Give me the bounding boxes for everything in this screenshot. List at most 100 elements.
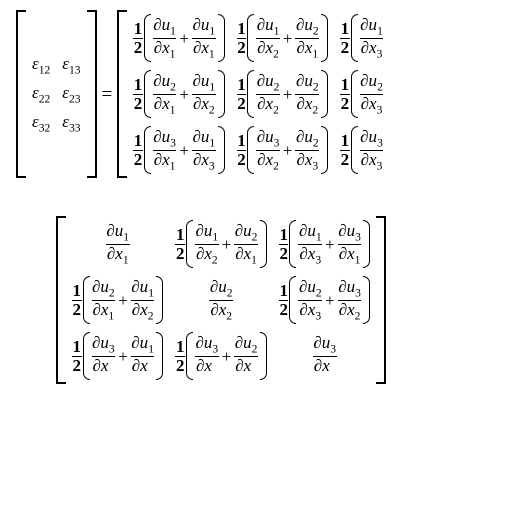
partial-fraction: ∂u1 ∂x2 [131,278,155,322]
matrix-cell: 12 ∂u1 ∂x3 + ∂u3 ∂x1 [273,216,376,272]
one-half: 12 [237,132,247,169]
rhs2-matrix: ∂u1 ∂x1 12 ∂u1 ∂x2 + ∂u2 ∂x1 12 ∂u1 ∂x3 … [66,216,376,384]
one-half: 12 [340,20,350,57]
partial-fraction: ∂u2 ∂x2 [295,72,319,116]
partial-fraction: ∂u2 ∂x3 [360,72,384,116]
one-half: 12 [133,20,143,57]
partial-fraction: ∂u2 ∂x1 [92,278,116,322]
matrix-cell: ∂u2 ∂x2 [169,272,272,328]
rhs1-matrix: 12 ∂u1 ∂x1 + ∂u1 ∂x1 12 ∂u1 ∂x2 + ∂u2 ∂x… [127,10,391,178]
rhs2-bracket-left [56,216,66,384]
matrix-cell: ε32 [26,109,56,138]
one-half: 12 [72,338,82,375]
partial-fraction: ∂u2 ∂x2 [209,278,233,322]
rhs1-bracket-left [117,10,127,178]
one-half: 12 [72,282,82,319]
matrix-cell: ∂u1 ∂x1 [66,216,169,272]
partial-fraction: ∂u3 ∂x2 [256,128,280,172]
lhs-bracket-left [16,10,26,178]
paren-group: ∂u1 ∂x1 + ∂u1 ∂x1 [144,14,225,62]
matrix-cell: ∂u3 ∂x3 [273,328,376,384]
matrix-cell: 12 ∂u3 ∂x2 + ∂u2 ∂x3 [231,122,334,178]
paren-group: ∂u2 ∂x3 + ∂u3 ∂x2 [289,276,370,324]
equals-sign: = [97,85,118,104]
one-half: 12 [279,226,289,263]
matrix-cell: 12 ∂u1 ∂x2 + ∂u2 ∂x1 [231,10,334,66]
one-half: 12 [175,338,185,375]
matrix-cell: 12 ∂u2 ∂x3 [334,66,391,122]
matrix-cell: 12 ∂u3 ∂x3 [334,122,391,178]
equation-block-1: ε12ε13ε22ε23ε32ε33 = 12 ∂u1 ∂x1 + ∂u1 ∂x… [16,10,511,178]
paren-group: ∂u2 ∂x3 [351,70,386,118]
partial-fraction: ∂u2 ∂x1 [234,222,258,266]
matrix-cell: 12 ∂u3 ∂x1 + ∂u1 ∂x3 [66,328,169,384]
epsilon: ε [32,54,39,73]
partial-fraction: ∂u2 ∂x1 [153,72,177,116]
one-half: 12 [133,76,143,113]
paren-group: ∂u2 ∂x1 + ∂u1 ∂x2 [144,70,225,118]
lhs-matrix: ε12ε13ε22ε23ε32ε33 [26,51,87,138]
matrix-cell: 12 ∂u3 ∂x2 + ∂u2 ∂x3 [169,328,272,384]
epsilon: ε [32,83,39,102]
paren-group: ∂u3 ∂x2 + ∂u2 ∂x3 [247,126,328,174]
partial-fraction: ∂u3 ∂x1 [153,128,177,172]
partial-fraction: ∂u3 ∂x3 [360,128,384,172]
paren-group: ∂u1 ∂x3 + ∂u3 ∂x1 [289,220,370,268]
partial-fraction: ∂u1 ∂x3 [360,16,384,60]
matrix-cell: ε13 [56,51,86,80]
one-half: 12 [340,132,350,169]
paren-group: ∂u3 ∂x3 [351,126,386,174]
rhs2-bracket-right [376,216,386,384]
paren-group: ∂u2 ∂x1 + ∂u1 ∂x2 [83,276,164,324]
matrix-cell: ε22 [26,80,56,109]
matrix-cell: 12 ∂u2 ∂x1 + ∂u1 ∂x2 [66,272,169,328]
partial-fraction: ∂u2 ∂x1 [295,16,319,60]
paren-group: ∂u3 ∂x1 + ∂u1 ∂x3 [144,126,225,174]
matrix-cell: 12 ∂u1 ∂x1 + ∂u1 ∂x1 [127,10,230,66]
partial-fraction: ∂u2 ∂x3 [234,334,258,378]
partial-fraction: ∂u2 ∂x2 [256,72,280,116]
equation-block-2: ∂u1 ∂x1 12 ∂u1 ∂x2 + ∂u2 ∂x1 12 ∂u1 ∂x3 … [56,216,511,384]
partial-fraction: ∂u3 ∂x2 [338,278,362,322]
paren-group: ∂u3 ∂x1 + ∂u1 ∂x3 [83,332,164,380]
matrix-cell: 12 ∂u2 ∂x1 + ∂u1 ∂x2 [127,66,230,122]
paren-group: ∂u1 ∂x2 + ∂u2 ∂x1 [247,14,328,62]
one-half: 12 [133,132,143,169]
partial-fraction: ∂u1 ∂x1 [106,222,130,266]
matrix-cell: 12 ∂u2 ∂x2 + ∂u2 ∂x2 [231,66,334,122]
partial-fraction: ∂u2 ∂x3 [295,128,319,172]
paren-group: ∂u1 ∂x2 + ∂u2 ∂x1 [186,220,267,268]
one-half: 12 [175,226,185,263]
partial-fraction: ∂u1 ∂x2 [192,72,216,116]
one-half: 12 [237,20,247,57]
matrix-cell: ε23 [56,80,86,109]
paren-group: ∂u2 ∂x2 + ∂u2 ∂x2 [247,70,328,118]
epsilon: ε [62,54,69,73]
lhs-bracket-right [87,10,97,178]
partial-fraction: ∂u3 ∂x1 [92,334,116,378]
epsilon: ε [32,112,39,131]
paren-group: ∂u3 ∂x2 + ∂u2 ∂x3 [186,332,267,380]
one-half: 12 [340,76,350,113]
partial-fraction: ∂u1 ∂x1 [192,16,216,60]
partial-fraction: ∂u3 ∂x3 [313,334,337,378]
epsilon: ε [62,83,69,102]
partial-fraction: ∂u3 ∂x1 [338,222,362,266]
partial-fraction: ∂u1 ∂x3 [192,128,216,172]
epsilon: ε [62,112,69,131]
one-half: 12 [279,282,289,319]
partial-fraction: ∂u1 ∂x2 [195,222,219,266]
partial-fraction: ∂u1 ∂x3 [298,222,322,266]
partial-fraction: ∂u2 ∂x3 [298,278,322,322]
one-half: 12 [237,76,247,113]
paren-group: ∂u1 ∂x3 [351,14,386,62]
partial-fraction: ∂u1 ∂x2 [256,16,280,60]
matrix-cell: 12 ∂u1 ∂x2 + ∂u2 ∂x1 [169,216,272,272]
matrix-cell: ε33 [56,109,86,138]
matrix-cell: 12 ∂u2 ∂x3 + ∂u3 ∂x2 [273,272,376,328]
matrix-cell: ε12 [26,51,56,80]
partial-fraction: ∂u1 ∂x1 [153,16,177,60]
partial-fraction: ∂u1 ∂x3 [131,334,155,378]
matrix-cell: 12 ∂u3 ∂x1 + ∂u1 ∂x3 [127,122,230,178]
partial-fraction: ∂u3 ∂x2 [195,334,219,378]
